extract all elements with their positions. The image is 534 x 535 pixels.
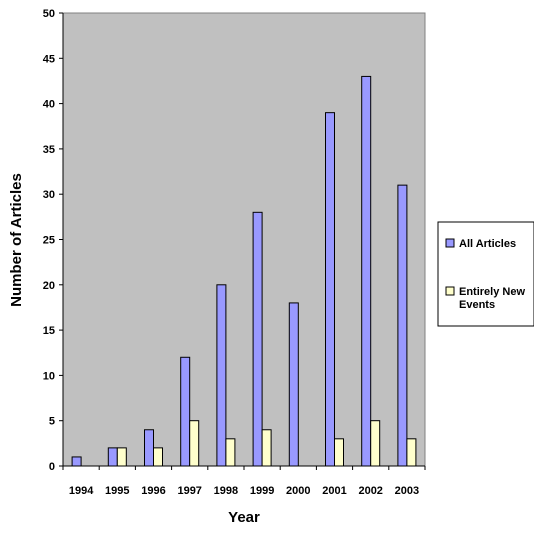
y-tick-labels: 0 5 10 15 20 25 30 35 40 45 50 bbox=[43, 8, 55, 473]
x-tick-labels: 1994 1995 1996 1997 1998 1999 2000 2001 2002 2003 bbox=[69, 485, 419, 497]
bar-entirely-new-events-1999 bbox=[261, 429, 272, 467]
x-tick-label-1997: 1997 bbox=[177, 485, 201, 497]
x-tick-label-2001: 2001 bbox=[322, 485, 346, 497]
bar-entirely-new-events-1998 bbox=[225, 438, 236, 467]
legend-label-entirely-new-events-line1: Entirely New bbox=[459, 286, 525, 298]
y-tick-label-0: 0 bbox=[49, 461, 55, 473]
bar-entirely-new-events-2003 bbox=[406, 438, 417, 467]
bar-all-articles-1996 bbox=[144, 429, 154, 467]
y-tick-label-30: 30 bbox=[43, 189, 55, 201]
y-axis-title: Number of Articles bbox=[8, 173, 25, 307]
x-tick-label-2002: 2002 bbox=[358, 485, 382, 497]
x-tick-label-1994: 1994 bbox=[69, 485, 94, 497]
x-tick-label-1995: 1995 bbox=[105, 485, 129, 497]
x-tick-label-1998: 1998 bbox=[214, 485, 238, 497]
x-tick-label-2003: 2003 bbox=[395, 485, 419, 497]
y-tick-label-50: 50 bbox=[43, 8, 55, 20]
bar-entirely-new-events-2001 bbox=[334, 438, 344, 467]
bar-all-articles-1994 bbox=[71, 456, 82, 467]
x-tick-label-1999: 1999 bbox=[250, 485, 274, 497]
legend-swatch-all-articles bbox=[445, 238, 455, 248]
bar-all-articles-1999 bbox=[252, 211, 263, 467]
bar-all-articles-2002 bbox=[361, 75, 372, 467]
y-tick-label-20: 20 bbox=[43, 280, 55, 292]
bar-all-articles-1995 bbox=[107, 447, 118, 467]
bar-entirely-new-events-2002 bbox=[370, 420, 381, 467]
y-tick-label-5: 5 bbox=[49, 416, 55, 428]
bar-entirely-new-events-1996 bbox=[153, 447, 163, 467]
x-tick-label-2000: 2000 bbox=[286, 485, 310, 497]
bar-entirely-new-events-1997 bbox=[189, 420, 200, 467]
legend-label-entirely-new-events-line2: Events bbox=[459, 299, 495, 311]
bar-all-articles-2000 bbox=[288, 302, 299, 467]
legend: All Articles Entirely New Events bbox=[437, 221, 534, 327]
bar-all-articles-2001 bbox=[325, 112, 335, 467]
bar-all-articles-1997 bbox=[180, 356, 191, 467]
y-tick-label-10: 10 bbox=[43, 370, 55, 382]
bars-group bbox=[71, 75, 417, 467]
bar-all-articles-2003 bbox=[397, 184, 408, 467]
y-tick-label-40: 40 bbox=[43, 99, 55, 111]
bar-all-articles-1998 bbox=[216, 284, 227, 467]
x-axis-title: Year bbox=[228, 509, 260, 526]
y-tick-label-25: 25 bbox=[43, 235, 55, 247]
axes-group bbox=[59, 12, 426, 470]
legend-swatch-entirely-new-events bbox=[445, 286, 455, 296]
bar-entirely-new-events-1995 bbox=[116, 447, 127, 467]
y-tick-label-45: 45 bbox=[43, 53, 55, 65]
x-tick-label-1996: 1996 bbox=[141, 485, 165, 497]
legend-label-all-articles: All Articles bbox=[459, 238, 516, 250]
y-tick-label-35: 35 bbox=[43, 144, 55, 156]
y-tick-label-15: 15 bbox=[43, 325, 55, 337]
